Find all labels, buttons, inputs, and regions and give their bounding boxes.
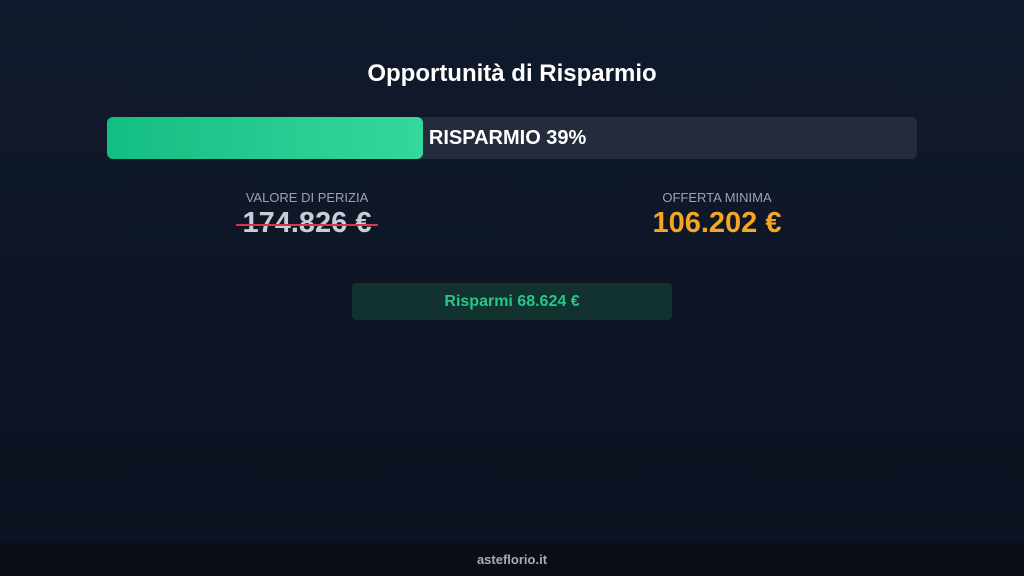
savings-amount-box: Risparmi 68.624 € <box>352 283 672 320</box>
savings-progress-fill <box>107 117 423 159</box>
appraisal-value: 174.826 € <box>236 207 378 239</box>
savings-progress-label: RISPARMIO 39% <box>428 127 587 149</box>
page-title: Opportunità di Risparmio <box>367 60 657 87</box>
minimum-offer-value: 106.202 € <box>652 207 782 239</box>
minimum-offer-label: OFFERTA MINIMA <box>662 190 772 205</box>
savings-progress-bar: RISPARMIO 39% <box>107 117 917 159</box>
appraisal-label: VALORE DI PERIZIA <box>245 190 369 205</box>
minimum-offer-block: OFFERTA MINIMA 106.202 € <box>567 190 867 240</box>
footer-brand: asteflorio.it <box>476 552 548 567</box>
appraisal-value-block: VALORE DI PERIZIA 174.826 € <box>157 190 457 240</box>
footer: asteflorio.it <box>0 543 1024 576</box>
